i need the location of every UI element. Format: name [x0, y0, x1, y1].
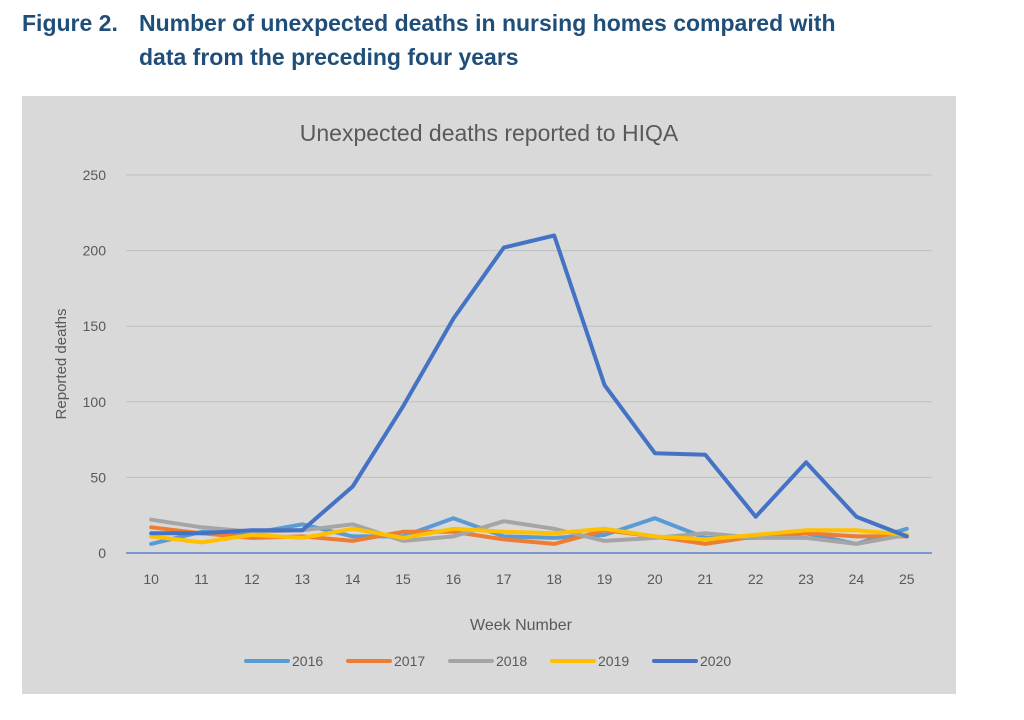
x-tick-label: 22: [748, 571, 764, 587]
line-chart: Unexpected deaths reported to HIQA 0 50 10…: [53, 120, 932, 669]
x-tick-label: 25: [899, 571, 915, 587]
x-tick-label: 17: [496, 571, 512, 587]
y-tick-label: 50: [90, 469, 106, 485]
x-tick-label: 14: [345, 571, 361, 587]
x-tick-label: 11: [194, 571, 209, 587]
legend: 2016 2017 2018 2019 2020: [244, 653, 731, 669]
x-tick-label: 15: [395, 571, 411, 587]
gridlines: [126, 174, 932, 554]
x-tick-label: 16: [446, 571, 462, 587]
x-tick-label: 10: [143, 571, 159, 587]
y-tick-label: 100: [83, 394, 107, 410]
y-tick-label: 0: [98, 545, 106, 561]
y-tick-label: 250: [83, 167, 107, 183]
figure-title: Figure 2. Number of unexpected deaths in …: [22, 6, 1002, 74]
chart-title: Unexpected deaths reported to HIQA: [300, 120, 679, 146]
y-tick-label: 150: [83, 318, 107, 334]
legend-label-2018: 2018: [496, 653, 527, 669]
series-line-2020: [149, 233, 909, 539]
x-tick-label: 21: [698, 571, 714, 587]
y-tick-labels: 0 50 100 150 200 250: [83, 167, 107, 561]
series-line-2019: [149, 526, 909, 545]
y-axis-label: Reported deaths: [53, 309, 70, 420]
legend-label-2016: 2016: [292, 653, 323, 669]
x-tick-label: 23: [798, 571, 814, 587]
legend-label-2017: 2017: [394, 653, 425, 669]
legend-label-2020: 2020: [700, 653, 731, 669]
chart-area: Unexpected deaths reported to HIQA 0 50 10…: [22, 96, 956, 694]
x-tick-labels: 10 11 12 13 14 15 16 17 18 19 20 21 22 23 24 25: [143, 571, 914, 587]
figure-number: Figure 2.: [22, 10, 118, 36]
x-tick-label: 19: [597, 571, 613, 587]
figure-title-line2: data from the preceding four years: [139, 44, 519, 70]
series-lines: [149, 233, 909, 546]
figure-title-line1: Number of unexpected deaths in nursing h…: [139, 10, 836, 36]
legend-label-2019: 2019: [598, 653, 629, 669]
x-tick-label: 24: [849, 571, 865, 587]
x-tick-label: 12: [244, 571, 260, 587]
y-tick-label: 200: [83, 243, 107, 259]
x-tick-label: 18: [546, 571, 562, 587]
x-axis-label: Week Number: [470, 617, 573, 634]
x-tick-label: 20: [647, 571, 663, 587]
x-tick-label: 13: [295, 571, 311, 587]
